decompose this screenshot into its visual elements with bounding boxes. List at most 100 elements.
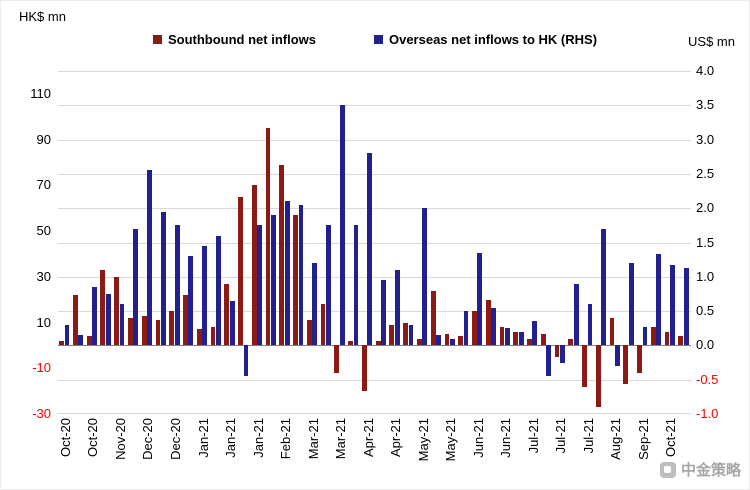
- y-axis-tick-left: 70: [36, 177, 51, 193]
- bar-overseas: [312, 263, 318, 346]
- bar-overseas: [229, 300, 235, 346]
- bar-southbound: [664, 331, 670, 346]
- bar-overseas: [683, 267, 689, 346]
- bar-overseas: [271, 215, 276, 346]
- bar-southbound: [650, 327, 656, 346]
- bar-southbound: [100, 269, 106, 346]
- bar-overseas: [64, 324, 70, 346]
- bar-overseas: [560, 345, 565, 363]
- y-axis-tick-right: 0.5: [696, 303, 715, 319]
- bar-overseas: [394, 269, 400, 346]
- legend-item-southbound: Southbound net inflows: [152, 32, 316, 47]
- x-axis-label: Aug-21: [608, 418, 624, 460]
- bar-overseas: [587, 304, 593, 346]
- x-axis-label: Jul-21: [525, 418, 541, 454]
- gridline: [58, 71, 691, 72]
- bar-overseas: [202, 245, 208, 346]
- legend: Southbound net inflows Overseas net infl…: [1, 32, 749, 47]
- bar-overseas: [367, 153, 373, 346]
- bar-southbound: [361, 345, 367, 392]
- bar-southbound: [416, 338, 422, 346]
- bar-overseas: [298, 204, 304, 346]
- right-axis-title: US$ mn: [688, 34, 735, 49]
- y-axis-tick-left: 90: [36, 131, 51, 147]
- bar-overseas: [546, 345, 552, 377]
- bar-southbound: [196, 329, 202, 346]
- y-axis-tick-right: 3.5: [696, 97, 715, 113]
- gridline: [58, 242, 691, 244]
- bar-southbound: [609, 317, 615, 346]
- bar-overseas: [642, 326, 648, 346]
- bar-southbound: [320, 304, 326, 346]
- gridline: [58, 105, 691, 107]
- y-axis-tick-left: -30: [32, 406, 51, 421]
- x-axis-label: May-21: [443, 418, 459, 462]
- bar-overseas: [656, 254, 662, 346]
- legend-item-overseas: Overseas net inflows to HK (RHS): [373, 32, 598, 47]
- bar-southbound: [59, 340, 64, 346]
- bar-overseas: [119, 304, 125, 346]
- bar-southbound: [306, 320, 312, 346]
- bar-southbound: [169, 311, 175, 346]
- plot-area: [58, 71, 691, 414]
- bar-overseas: [78, 335, 84, 346]
- y-axis-tick-left: 10: [36, 314, 51, 330]
- bar-southbound: [623, 345, 629, 385]
- bar-southbound: [458, 336, 464, 346]
- bar-southbound: [513, 331, 519, 346]
- legend-label-overseas: Overseas net inflows to HK (RHS): [388, 32, 598, 47]
- bar-overseas: [257, 225, 263, 346]
- bar-overseas: [436, 335, 441, 346]
- bar-overseas: [615, 345, 620, 366]
- gridline: [58, 276, 691, 278]
- x-axis-label: Jan-21: [250, 418, 266, 458]
- bar-southbound: [472, 311, 477, 346]
- x-axis-label: Mar-21: [305, 418, 321, 460]
- x-axis-label: Jul-21: [580, 418, 596, 454]
- bar-southbound: [595, 345, 601, 408]
- bar-southbound: [86, 336, 92, 346]
- bar-southbound: [540, 333, 546, 346]
- bar-overseas: [532, 321, 538, 346]
- y-axis-tick-left: 30: [36, 268, 51, 284]
- bar-overseas: [353, 225, 359, 346]
- bar-overseas: [491, 307, 496, 346]
- bar-overseas: [504, 328, 510, 346]
- bar-southbound: [375, 340, 381, 346]
- bar-overseas: [174, 225, 180, 346]
- bar-overseas: [573, 283, 579, 346]
- bar-southbound: [141, 315, 147, 346]
- bar-overseas: [381, 280, 386, 346]
- legend-label-southbound: Southbound net inflows: [167, 32, 316, 47]
- x-axis-label: Jun-21: [470, 418, 486, 458]
- y-axis-tick-right: 4.0: [696, 63, 715, 78]
- gridline: [58, 311, 691, 313]
- bar-overseas: [670, 265, 675, 346]
- bar-southbound: [389, 324, 395, 346]
- legend-swatch-southbound: [152, 35, 162, 44]
- y-axis-tick-right: 2.5: [696, 165, 715, 181]
- bar-overseas: [326, 225, 331, 346]
- y-axis-tick-right: 3.0: [696, 131, 715, 147]
- y-axis-tick-left: 110: [30, 85, 51, 101]
- bar-overseas: [422, 208, 428, 346]
- y-axis-left: 110 90 70 50 30 10 -10 -30: [1, 71, 51, 421]
- bar-overseas: [408, 324, 414, 346]
- x-axis-label: Jul-21: [553, 418, 569, 454]
- x-axis-label: Jan-21: [195, 418, 211, 458]
- bar-southbound: [678, 336, 684, 346]
- bar-overseas: [160, 211, 166, 346]
- bar-southbound: [128, 317, 133, 346]
- gridline: [58, 208, 691, 210]
- y-axis-tick-left: 50: [36, 223, 51, 239]
- x-axis-label: Feb-21: [278, 418, 294, 460]
- bar-southbound: [499, 327, 505, 346]
- bar-overseas: [477, 252, 483, 346]
- y-axis-tick-right: -0.5: [696, 371, 719, 387]
- y-axis-tick-right: 0.0: [696, 337, 715, 353]
- bar-overseas: [284, 201, 290, 346]
- y-axis-tick-left: -10: [32, 360, 51, 376]
- bar-southbound: [334, 345, 340, 373]
- legend-swatch-overseas: [373, 35, 383, 44]
